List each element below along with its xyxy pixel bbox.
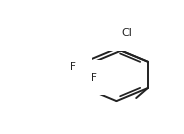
Text: Cl: Cl bbox=[122, 28, 132, 38]
Text: F: F bbox=[73, 49, 79, 59]
Text: F: F bbox=[70, 62, 76, 72]
Text: O: O bbox=[117, 24, 125, 34]
Text: F: F bbox=[91, 73, 97, 83]
